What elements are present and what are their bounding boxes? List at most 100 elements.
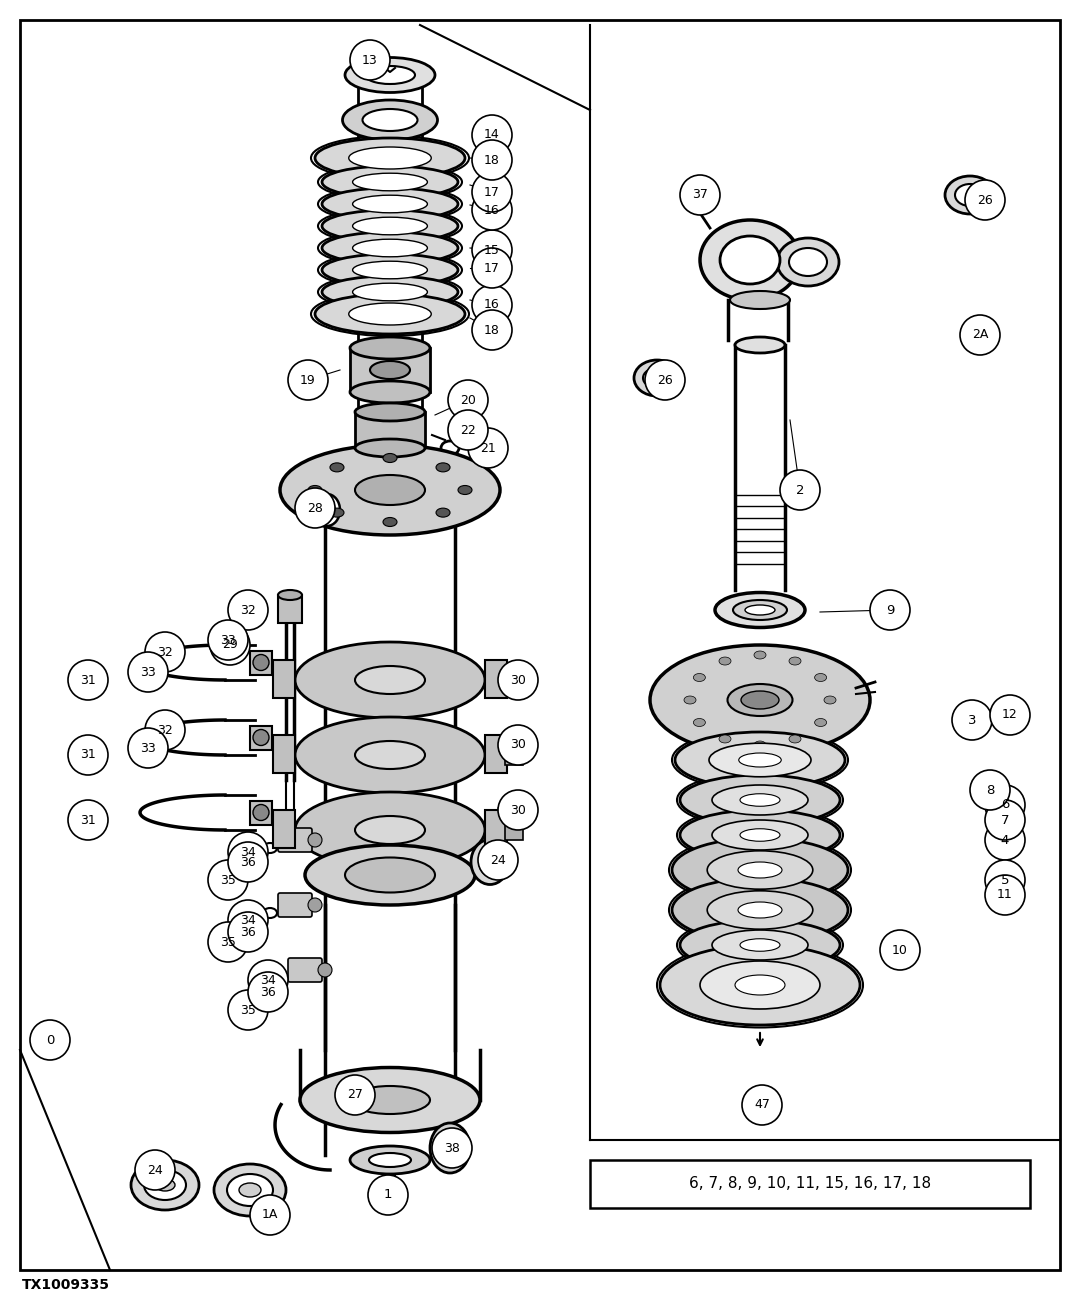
Bar bbox=[505, 743, 523, 765]
Text: 1: 1 bbox=[383, 1188, 392, 1201]
Text: 35: 35 bbox=[240, 1004, 256, 1017]
Text: 35: 35 bbox=[220, 935, 235, 948]
Bar bbox=[249, 801, 272, 824]
Text: 28: 28 bbox=[307, 502, 323, 515]
Ellipse shape bbox=[305, 845, 475, 905]
Ellipse shape bbox=[739, 752, 781, 767]
Text: 26: 26 bbox=[657, 373, 673, 386]
FancyBboxPatch shape bbox=[278, 828, 312, 852]
Text: 36: 36 bbox=[240, 926, 256, 939]
Circle shape bbox=[145, 632, 185, 672]
Circle shape bbox=[368, 1175, 408, 1215]
Ellipse shape bbox=[300, 1068, 480, 1132]
Text: 16: 16 bbox=[484, 203, 500, 216]
Circle shape bbox=[248, 960, 288, 1000]
Ellipse shape bbox=[350, 381, 430, 403]
Ellipse shape bbox=[319, 499, 335, 522]
Text: TX1009335: TX1009335 bbox=[22, 1278, 110, 1292]
Ellipse shape bbox=[754, 651, 766, 659]
Bar bbox=[350, 348, 430, 393]
Text: 15: 15 bbox=[484, 244, 500, 257]
Ellipse shape bbox=[436, 463, 450, 472]
Ellipse shape bbox=[355, 439, 426, 456]
Circle shape bbox=[30, 1020, 70, 1060]
Ellipse shape bbox=[278, 589, 302, 600]
Circle shape bbox=[780, 469, 820, 510]
Circle shape bbox=[498, 660, 538, 700]
Circle shape bbox=[129, 652, 168, 692]
Ellipse shape bbox=[745, 605, 775, 615]
Ellipse shape bbox=[735, 975, 785, 995]
Text: 3: 3 bbox=[968, 713, 976, 726]
Circle shape bbox=[472, 248, 512, 288]
Text: 33: 33 bbox=[140, 665, 156, 678]
Bar bbox=[590, 1161, 1030, 1208]
Text: 8: 8 bbox=[986, 784, 995, 797]
Ellipse shape bbox=[660, 945, 860, 1025]
Ellipse shape bbox=[955, 184, 985, 206]
Ellipse shape bbox=[330, 463, 343, 472]
Ellipse shape bbox=[708, 743, 811, 777]
Ellipse shape bbox=[350, 1086, 430, 1114]
Ellipse shape bbox=[350, 1146, 430, 1174]
Ellipse shape bbox=[322, 232, 458, 263]
Text: 14: 14 bbox=[484, 129, 500, 142]
Text: 27: 27 bbox=[347, 1089, 363, 1102]
Ellipse shape bbox=[741, 691, 779, 709]
Bar bbox=[505, 818, 523, 840]
Ellipse shape bbox=[322, 254, 458, 286]
Text: 9: 9 bbox=[886, 604, 894, 617]
Text: 4: 4 bbox=[1001, 833, 1009, 846]
Bar bbox=[485, 660, 507, 698]
Circle shape bbox=[228, 589, 268, 630]
Ellipse shape bbox=[789, 248, 827, 276]
Ellipse shape bbox=[350, 336, 430, 359]
Ellipse shape bbox=[214, 1164, 286, 1217]
Text: 18: 18 bbox=[484, 154, 500, 167]
Text: 33: 33 bbox=[220, 634, 235, 647]
Text: 36: 36 bbox=[240, 855, 256, 868]
Bar bbox=[505, 668, 523, 690]
Ellipse shape bbox=[471, 840, 509, 884]
Ellipse shape bbox=[355, 741, 426, 769]
Circle shape bbox=[288, 360, 328, 400]
Circle shape bbox=[228, 900, 268, 940]
Ellipse shape bbox=[715, 592, 805, 627]
Text: 47: 47 bbox=[754, 1098, 770, 1111]
Ellipse shape bbox=[733, 600, 787, 619]
Ellipse shape bbox=[712, 930, 808, 960]
Circle shape bbox=[472, 172, 512, 213]
Circle shape bbox=[68, 660, 108, 700]
Ellipse shape bbox=[352, 218, 428, 235]
Circle shape bbox=[472, 190, 512, 230]
Text: 7: 7 bbox=[1001, 814, 1009, 827]
Circle shape bbox=[145, 709, 185, 750]
Circle shape bbox=[248, 971, 288, 1012]
Ellipse shape bbox=[239, 1183, 261, 1197]
Ellipse shape bbox=[295, 717, 485, 793]
Text: 31: 31 bbox=[80, 814, 96, 827]
Ellipse shape bbox=[369, 1153, 411, 1167]
Text: 32: 32 bbox=[157, 724, 173, 737]
Ellipse shape bbox=[738, 902, 782, 918]
Ellipse shape bbox=[814, 673, 826, 682]
Ellipse shape bbox=[707, 891, 813, 930]
Bar bbox=[273, 810, 295, 848]
Circle shape bbox=[308, 833, 322, 848]
Ellipse shape bbox=[789, 735, 801, 743]
Text: 31: 31 bbox=[80, 748, 96, 762]
Text: 34: 34 bbox=[260, 974, 275, 987]
Ellipse shape bbox=[675, 732, 845, 788]
Text: 0: 0 bbox=[45, 1034, 54, 1047]
Text: 12: 12 bbox=[1002, 708, 1017, 721]
Circle shape bbox=[880, 930, 920, 970]
Circle shape bbox=[210, 625, 249, 665]
Circle shape bbox=[350, 40, 390, 80]
Text: 18: 18 bbox=[484, 323, 500, 336]
Ellipse shape bbox=[712, 785, 808, 815]
Ellipse shape bbox=[322, 166, 458, 198]
Text: 1A: 1A bbox=[261, 1209, 279, 1222]
Ellipse shape bbox=[345, 57, 435, 93]
Ellipse shape bbox=[814, 719, 826, 726]
Circle shape bbox=[228, 990, 268, 1030]
